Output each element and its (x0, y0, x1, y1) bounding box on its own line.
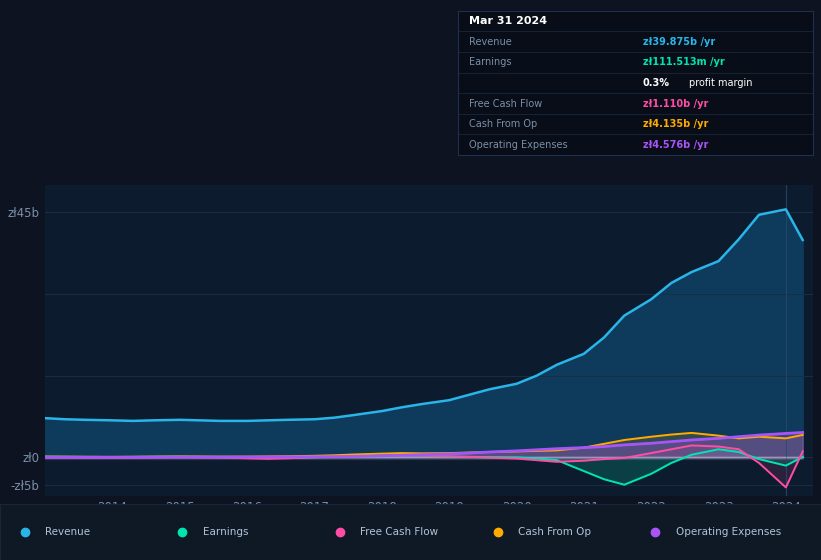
Text: 0.3%: 0.3% (643, 78, 670, 88)
Text: profit margin: profit margin (689, 78, 752, 88)
Text: Free Cash Flow: Free Cash Flow (360, 527, 438, 537)
Text: Cash From Op: Cash From Op (518, 527, 591, 537)
Text: zł39.875b /yr: zł39.875b /yr (643, 36, 715, 46)
Text: Free Cash Flow: Free Cash Flow (469, 99, 542, 109)
Text: Cash From Op: Cash From Op (469, 119, 537, 129)
Text: zł111.513m /yr: zł111.513m /yr (643, 57, 724, 67)
Text: Mar 31 2024: Mar 31 2024 (469, 16, 547, 26)
Text: Revenue: Revenue (469, 36, 511, 46)
Text: Revenue: Revenue (45, 527, 90, 537)
Text: Operating Expenses: Operating Expenses (676, 527, 781, 537)
Text: zł4.576b /yr: zł4.576b /yr (643, 140, 708, 150)
Text: Earnings: Earnings (469, 57, 511, 67)
Text: zł4.135b /yr: zł4.135b /yr (643, 119, 708, 129)
Text: zł1.110b /yr: zł1.110b /yr (643, 99, 708, 109)
Text: Earnings: Earnings (203, 527, 248, 537)
Text: Operating Expenses: Operating Expenses (469, 140, 567, 150)
